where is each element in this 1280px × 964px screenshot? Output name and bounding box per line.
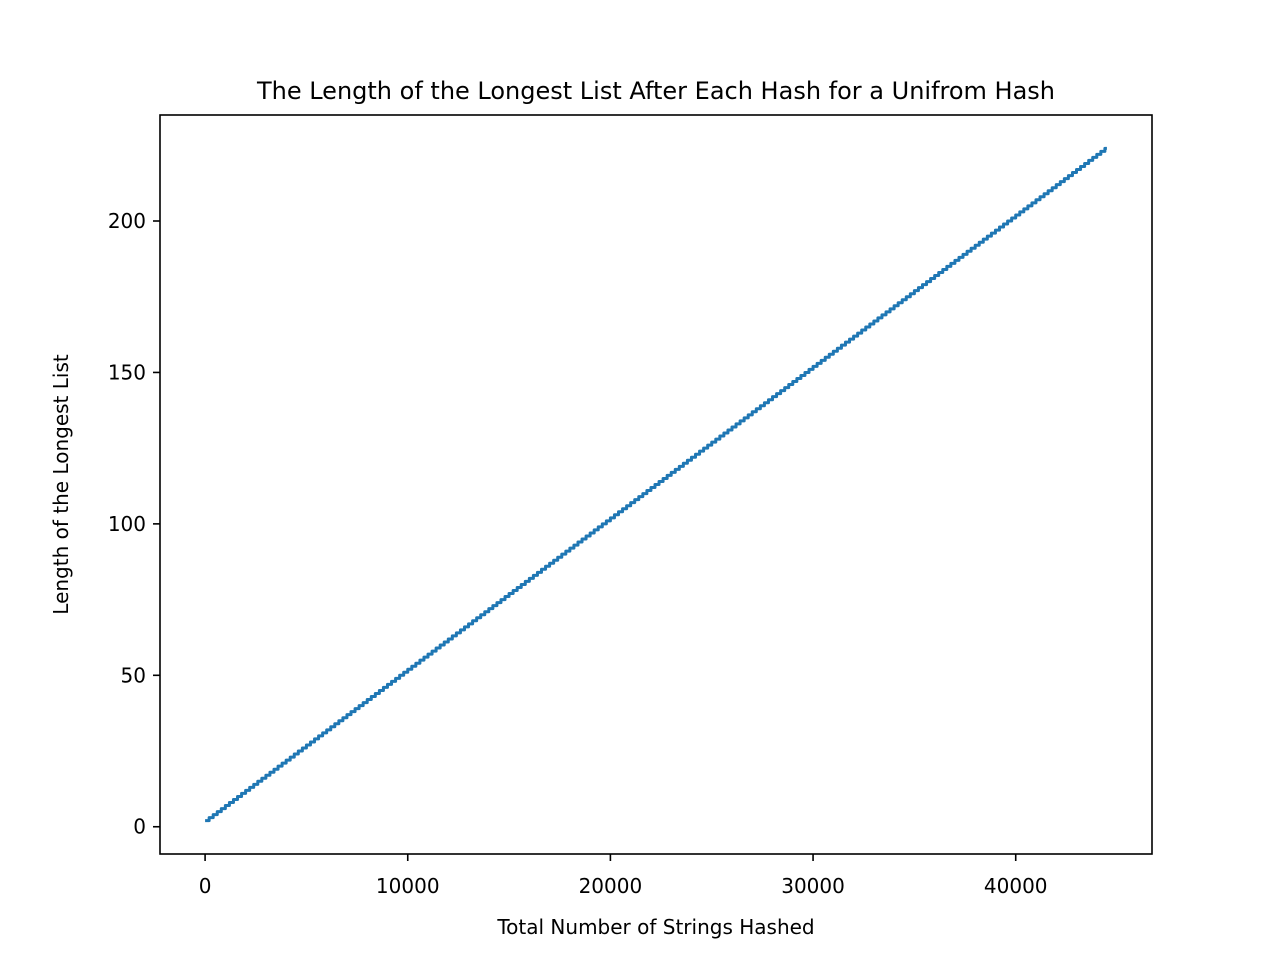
y-axis-ticks: 0 50 100 150 200 — [108, 209, 160, 839]
y-axis-label: Length of the Longest List — [49, 354, 73, 615]
x-tick-label: 30000 — [781, 874, 845, 898]
y-tick-label: 150 — [108, 360, 146, 384]
plot-area — [159, 114, 1153, 855]
y-tick-label: 0 — [133, 815, 146, 839]
plot-frame — [159, 114, 1153, 855]
y-tick-label: 50 — [121, 663, 146, 687]
x-tick-label: 10000 — [376, 874, 440, 898]
x-tick-label: 20000 — [579, 874, 643, 898]
chart-title: The Length of the Longest List After Eac… — [256, 77, 1055, 105]
x-tick-label: 40000 — [984, 874, 1048, 898]
series-line — [205, 146, 1107, 823]
x-axis-ticks: 0 10000 20000 30000 40000 — [199, 854, 1048, 898]
y-tick-label: 100 — [108, 512, 146, 536]
x-tick-label: 0 — [199, 874, 212, 898]
series-layer — [205, 146, 1107, 823]
x-axis-label: Total Number of Strings Hashed — [496, 915, 814, 939]
y-tick-label: 200 — [108, 209, 146, 233]
